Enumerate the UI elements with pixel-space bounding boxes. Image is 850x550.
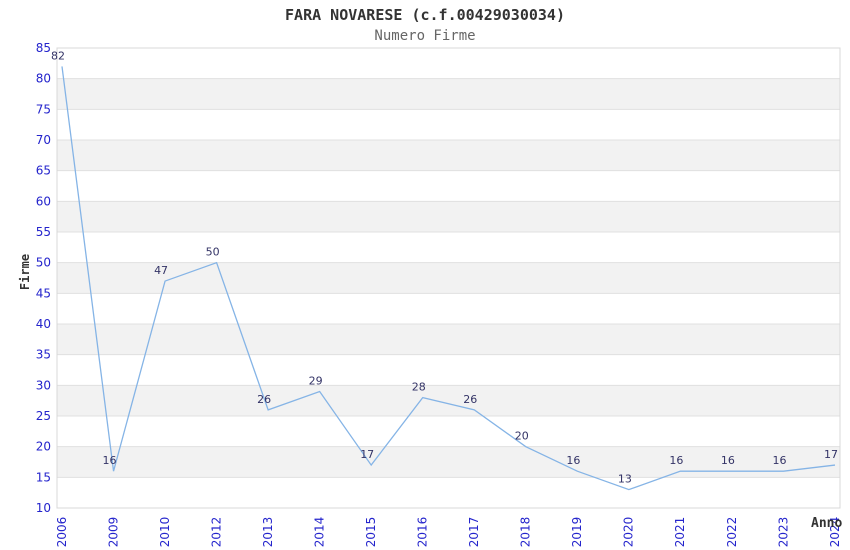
y-tick-label: 40 (36, 317, 51, 331)
grid-band (57, 446, 840, 478)
data-label: 16 (721, 454, 735, 467)
y-tick-label: 45 (36, 286, 51, 300)
y-tick-label: 25 (36, 409, 51, 423)
y-tick-label: 70 (36, 133, 51, 147)
y-tick-label: 80 (36, 72, 51, 86)
y-tick-label: 15 (36, 470, 51, 484)
x-tick-label: 2012 (209, 517, 223, 548)
x-tick-label: 2018 (519, 517, 533, 548)
data-label: 13 (618, 473, 632, 486)
data-label: 26 (463, 393, 477, 406)
grid-band (57, 78, 840, 110)
x-tick-label: 2017 (467, 517, 481, 548)
x-tick-label: 2016 (416, 517, 430, 548)
data-label: 29 (309, 374, 323, 387)
x-tick-label: 2013 (261, 517, 275, 548)
data-label: 16 (669, 454, 683, 467)
y-tick-label: 60 (36, 194, 51, 208)
data-label: 17 (360, 448, 374, 461)
data-label: 47 (154, 264, 168, 277)
grid-band (57, 324, 840, 355)
x-tick-label: 2023 (776, 517, 790, 548)
grid-band (57, 201, 840, 232)
data-label: 16 (566, 454, 580, 467)
series-line (61, 66, 836, 491)
x-tick-label: 2020 (622, 517, 636, 548)
y-tick-label: 20 (36, 440, 51, 454)
x-axis-title: Anno (811, 516, 843, 531)
x-tick-label: 2021 (673, 517, 687, 548)
data-label: 82 (51, 49, 65, 62)
y-tick-label: 30 (36, 378, 51, 392)
x-tick-label: 2006 (55, 517, 69, 548)
x-tick-label: 2010 (158, 517, 172, 548)
data-label: 28 (412, 381, 426, 394)
x-tick-label: 2024 (828, 517, 842, 548)
y-tick-label: 10 (36, 501, 51, 515)
y-axis-title: Firme (18, 253, 32, 291)
data-label: 26 (257, 393, 271, 406)
data-label: 16 (772, 454, 786, 467)
x-tick-label: 2014 (313, 517, 327, 548)
y-tick-label: 85 (36, 41, 51, 55)
grid-band (57, 262, 840, 294)
y-tick-label: 75 (36, 102, 51, 116)
data-label: 20 (515, 430, 529, 443)
x-tick-label: 2022 (725, 517, 739, 548)
x-tick-label: 2019 (570, 517, 584, 548)
data-label: 17 (824, 448, 838, 461)
data-label: 50 (206, 246, 220, 259)
y-tick-label: 35 (36, 348, 51, 362)
x-tick-label: 2015 (364, 517, 378, 548)
y-tick-label: 65 (36, 164, 51, 178)
y-tick-label: 50 (36, 256, 51, 270)
grid-band (57, 385, 840, 416)
chart-title: FARA NOVARESE (c.f.00429030034) (285, 6, 565, 24)
y-tick-label: 55 (36, 225, 51, 239)
plot-border (56, 47, 841, 509)
data-label: 16 (103, 454, 117, 467)
grid-band (57, 140, 840, 171)
x-tick-label: 2009 (106, 517, 120, 548)
chart-subtitle: Numero Firme (374, 28, 476, 44)
